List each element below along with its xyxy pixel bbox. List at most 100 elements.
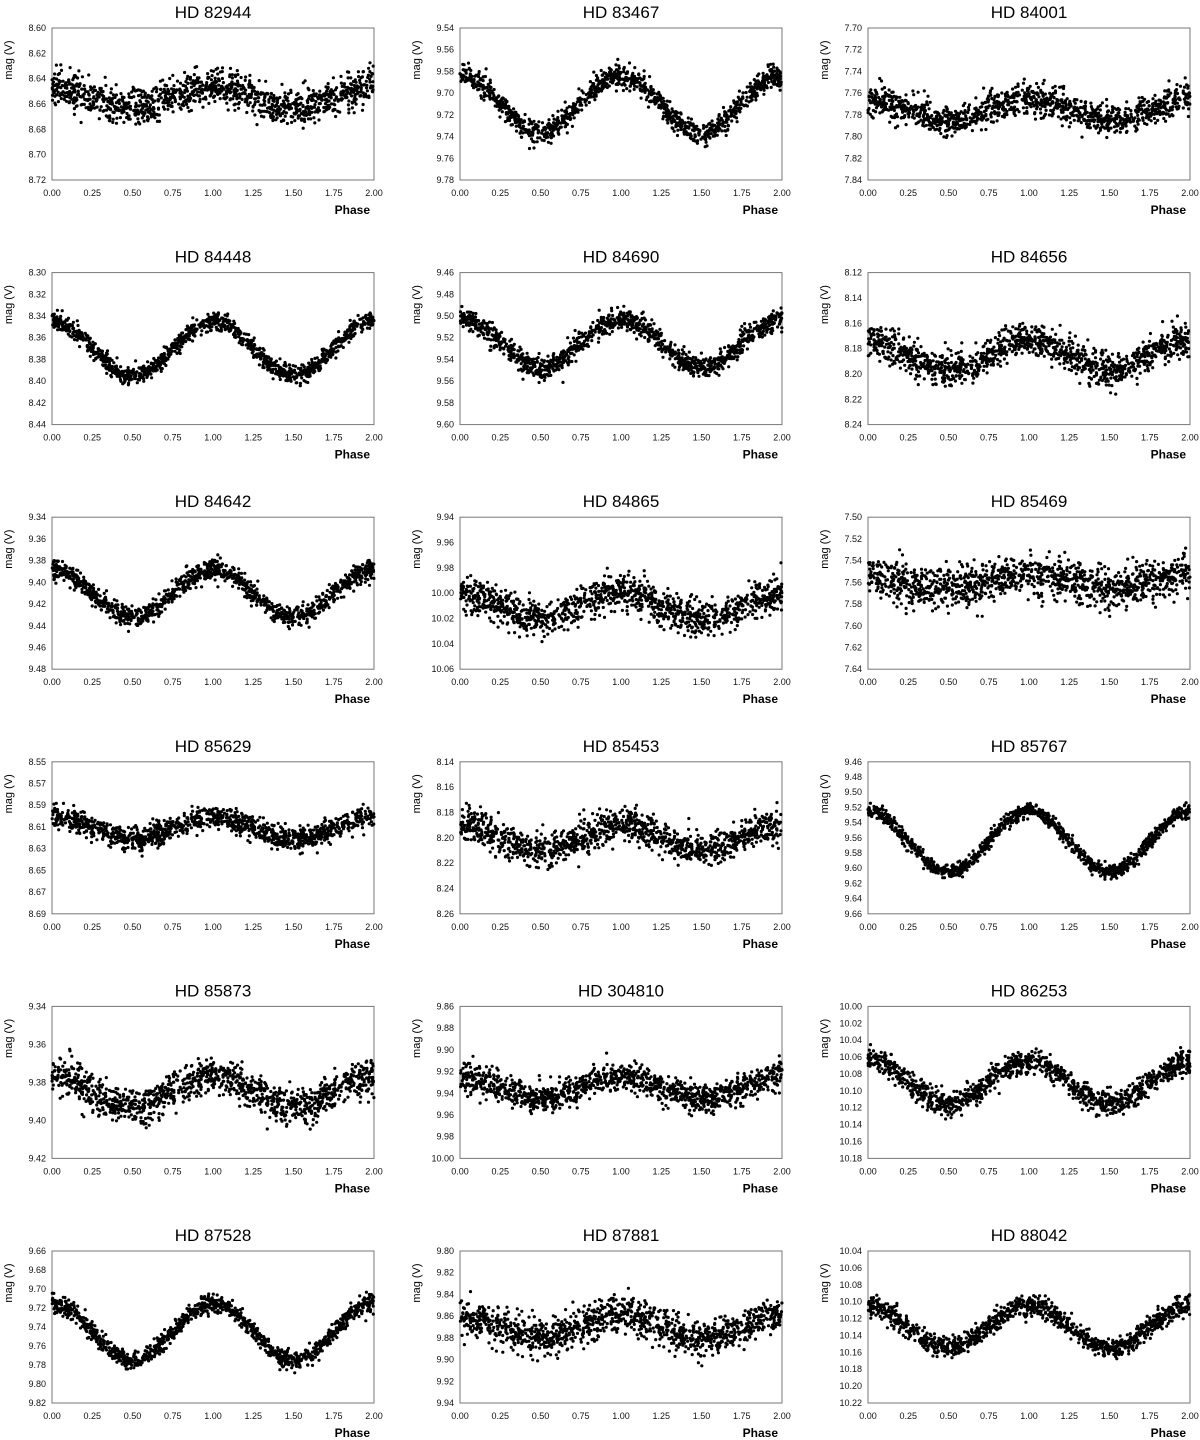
data-point: [98, 108, 101, 111]
data-point: [127, 118, 130, 121]
data-point: [360, 88, 363, 91]
data-point: [667, 110, 670, 113]
data-point: [754, 80, 757, 83]
x-tick-label: 0.50: [532, 188, 550, 198]
data-point: [461, 78, 464, 81]
data-point: [536, 140, 539, 143]
data-point: [347, 87, 350, 90]
data-point: [150, 115, 153, 118]
data-point: [529, 131, 532, 134]
data-point: [717, 114, 720, 117]
data-point: [71, 78, 74, 81]
data-point: [307, 88, 310, 91]
data-point: [207, 102, 210, 105]
data-point: [674, 114, 677, 117]
data-point: [982, 87, 985, 90]
data-point: [74, 99, 77, 102]
data-point: [246, 98, 249, 101]
data-point: [710, 132, 713, 135]
data-point: [209, 94, 212, 97]
data-point: [610, 74, 613, 77]
data-point: [347, 111, 350, 114]
data-point: [933, 111, 936, 114]
data-point: [1044, 113, 1047, 116]
data-point: [322, 110, 325, 113]
data-point: [153, 116, 156, 119]
data-point: [118, 102, 121, 105]
data-point: [576, 100, 579, 103]
data-point: [156, 113, 159, 116]
y-tick-label: 7.80: [844, 132, 862, 142]
data-point: [301, 105, 304, 108]
data-point: [276, 116, 279, 119]
data-point: [151, 90, 154, 93]
x-tick-label: 0.50: [124, 188, 142, 198]
data-point: [578, 96, 581, 99]
data-point: [217, 84, 220, 87]
data-point: [636, 78, 639, 81]
data-point: [236, 80, 239, 83]
data-point: [629, 84, 632, 87]
data-point: [323, 95, 326, 98]
data-point: [882, 98, 885, 101]
data-point: [249, 101, 252, 104]
data-point: [715, 127, 718, 130]
data-point: [692, 122, 695, 125]
data-point: [1162, 117, 1165, 120]
data-point: [648, 90, 651, 93]
data-point: [246, 103, 249, 106]
data-point: [335, 86, 338, 89]
data-point: [1137, 123, 1140, 126]
y-axis-label: mag (V): [819, 40, 831, 79]
data-point: [1022, 106, 1025, 109]
data-point: [1027, 93, 1030, 96]
data-point: [218, 79, 221, 82]
y-tick-label: 8.66: [28, 99, 46, 109]
data-point: [303, 120, 306, 123]
data-point: [980, 105, 983, 108]
data-point: [201, 106, 204, 109]
data-point: [83, 88, 86, 91]
data-point: [177, 103, 180, 106]
data-point: [1033, 112, 1036, 115]
data-point: [736, 120, 739, 123]
data-point: [127, 101, 130, 104]
data-point: [240, 76, 243, 79]
data-point: [77, 90, 80, 93]
data-point: [80, 103, 83, 106]
data-point: [361, 109, 364, 112]
data-point: [104, 84, 107, 87]
data-point: [633, 88, 636, 91]
data-point: [768, 69, 771, 72]
data-point: [136, 109, 139, 112]
data-point: [775, 67, 778, 70]
data-point: [474, 75, 477, 78]
data-point: [631, 75, 634, 78]
data-point: [183, 96, 186, 99]
data-point: [52, 80, 55, 83]
data-point: [165, 92, 168, 95]
data-point: [588, 101, 591, 104]
data-point: [729, 115, 732, 118]
data-point: [1184, 96, 1187, 99]
x-tick-label: 1.50: [693, 188, 711, 198]
data-point: [658, 104, 661, 107]
data-point: [115, 122, 118, 125]
data-point: [326, 87, 329, 90]
data-point: [236, 73, 239, 76]
data-point: [357, 70, 360, 73]
data-series: [867, 76, 1192, 139]
data-point: [767, 81, 770, 84]
data-point: [122, 96, 125, 99]
data-point: [85, 106, 88, 109]
data-point: [614, 72, 617, 75]
data-point: [593, 98, 596, 101]
data-point: [188, 95, 191, 98]
data-point: [312, 99, 315, 102]
data-point: [327, 82, 330, 85]
data-point: [216, 72, 219, 75]
panel-title: HD 84001: [991, 3, 1068, 22]
data-point: [127, 114, 130, 117]
data-point: [73, 74, 76, 77]
data-point: [198, 85, 201, 88]
